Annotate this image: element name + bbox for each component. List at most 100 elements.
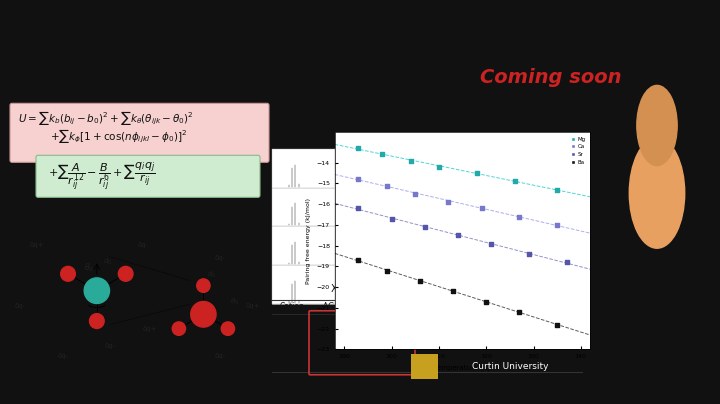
Text: 136/89: 136/89 bbox=[549, 334, 577, 343]
Bar bbox=[272, 226, 336, 265]
Circle shape bbox=[360, 239, 374, 252]
Point bbox=[433, 164, 445, 170]
Text: Classical Molecular Dynamics: Classical Molecular Dynamics bbox=[12, 46, 363, 66]
Point bbox=[353, 145, 364, 152]
Text: 24.8: 24.8 bbox=[474, 348, 490, 357]
Circle shape bbox=[356, 213, 366, 222]
Text: $d_0$: $d_0$ bbox=[104, 257, 113, 267]
Point bbox=[552, 186, 563, 193]
Circle shape bbox=[356, 270, 366, 279]
Point bbox=[419, 224, 431, 230]
Text: Mg²⁺: Mg²⁺ bbox=[283, 320, 302, 329]
FancyBboxPatch shape bbox=[36, 155, 260, 197]
Circle shape bbox=[414, 280, 423, 289]
Point bbox=[353, 257, 364, 263]
Text: -16.0: -16.0 bbox=[374, 348, 395, 357]
Circle shape bbox=[360, 200, 374, 214]
Text: X-CO$_3$ pairing free energy ($\mathit{preliminary}$): X-CO$_3$ pairing free energy ($\mathit{p… bbox=[330, 282, 524, 296]
Point bbox=[443, 199, 454, 205]
Circle shape bbox=[368, 192, 377, 202]
Circle shape bbox=[363, 203, 371, 211]
Text: Ba²⁺: Ba²⁺ bbox=[284, 361, 300, 370]
Bar bbox=[336, 226, 399, 265]
Circle shape bbox=[420, 196, 441, 218]
Circle shape bbox=[423, 161, 437, 175]
Bar bbox=[272, 265, 336, 304]
Circle shape bbox=[426, 203, 434, 211]
Text: 137: 137 bbox=[556, 348, 570, 357]
Circle shape bbox=[420, 213, 429, 222]
Text: δq-: δq- bbox=[104, 343, 116, 349]
Point bbox=[414, 278, 426, 284]
Point bbox=[552, 222, 563, 228]
Text: $\Delta G_{\mathit{theo}}$: $\Delta G_{\mathit{theo}}$ bbox=[322, 301, 347, 313]
Circle shape bbox=[172, 322, 186, 335]
Text: 16.6/15.2: 16.6/15.2 bbox=[464, 320, 500, 329]
Circle shape bbox=[420, 270, 429, 279]
Circle shape bbox=[423, 278, 437, 291]
Circle shape bbox=[356, 196, 378, 218]
Text: +5.1: +5.1 bbox=[426, 361, 444, 370]
Circle shape bbox=[360, 278, 374, 291]
Point bbox=[513, 213, 525, 220]
Bar bbox=[399, 226, 462, 265]
Text: -15.6/-16.3: -15.6/-16.3 bbox=[364, 320, 405, 329]
Circle shape bbox=[420, 154, 429, 163]
Circle shape bbox=[629, 138, 685, 248]
Point bbox=[476, 205, 487, 212]
Circle shape bbox=[431, 154, 441, 163]
Circle shape bbox=[360, 161, 374, 175]
Circle shape bbox=[431, 192, 441, 202]
Circle shape bbox=[420, 251, 429, 260]
Circle shape bbox=[426, 280, 434, 288]
Text: 110: 110 bbox=[556, 361, 570, 370]
Point bbox=[353, 176, 364, 183]
Circle shape bbox=[368, 154, 377, 163]
Text: Ca²⁺: Ca²⁺ bbox=[284, 334, 301, 343]
Bar bbox=[399, 149, 462, 187]
Text: δq-: δq- bbox=[58, 353, 69, 359]
Text: $\Delta S_{\mathit{exp}}$: $\Delta S_{\mathit{exp}}$ bbox=[552, 300, 574, 314]
Text: $\theta_0$: $\theta_0$ bbox=[84, 261, 94, 274]
Circle shape bbox=[191, 301, 216, 327]
Circle shape bbox=[351, 280, 360, 289]
Y-axis label: Pairing free energy (kJ/mol): Pairing free energy (kJ/mol) bbox=[306, 198, 311, 284]
Circle shape bbox=[356, 274, 378, 295]
Point bbox=[480, 299, 492, 305]
Circle shape bbox=[356, 192, 366, 202]
Circle shape bbox=[637, 85, 677, 166]
Text: -18.9: -18.9 bbox=[325, 320, 344, 329]
Point bbox=[381, 182, 392, 189]
Text: +68: +68 bbox=[518, 348, 534, 357]
Point bbox=[513, 309, 525, 316]
Circle shape bbox=[431, 231, 441, 240]
Circle shape bbox=[426, 242, 434, 250]
Text: $\mathbf{F}_i = -\dfrac{\partial U}{\partial \mathbf{x}_i} + q_i E = m_i a_i$: $\mathbf{F}_i = -\dfrac{\partial U}{\par… bbox=[55, 78, 184, 105]
Point bbox=[381, 267, 392, 274]
Circle shape bbox=[414, 241, 423, 250]
Text: -14.1: -14.1 bbox=[325, 361, 344, 370]
Bar bbox=[399, 187, 462, 226]
Text: Curtin University: Curtin University bbox=[472, 362, 549, 371]
Circle shape bbox=[351, 241, 360, 250]
Circle shape bbox=[368, 270, 377, 279]
Circle shape bbox=[374, 241, 383, 250]
Circle shape bbox=[368, 251, 377, 260]
Point bbox=[485, 240, 497, 247]
Circle shape bbox=[414, 164, 423, 173]
Text: $d_0$: $d_0$ bbox=[207, 270, 216, 280]
Text: $U = \sum k_b(b_{ij}-b_0)^2 + \sum k_\theta(\theta_{ijk}-\theta_0)^2$: $U = \sum k_b(b_{ij}-b_0)^2 + \sum k_\th… bbox=[18, 109, 194, 127]
Text: -0.8: -0.8 bbox=[427, 320, 442, 329]
Circle shape bbox=[118, 266, 133, 281]
Circle shape bbox=[197, 279, 210, 292]
Circle shape bbox=[374, 164, 383, 173]
Bar bbox=[336, 149, 399, 187]
Circle shape bbox=[356, 251, 366, 260]
Circle shape bbox=[221, 322, 235, 335]
Circle shape bbox=[89, 314, 104, 328]
Text: Cation: Cation bbox=[279, 302, 305, 311]
Circle shape bbox=[437, 241, 446, 250]
Circle shape bbox=[431, 251, 441, 260]
Circle shape bbox=[351, 164, 360, 173]
Point bbox=[452, 232, 464, 238]
